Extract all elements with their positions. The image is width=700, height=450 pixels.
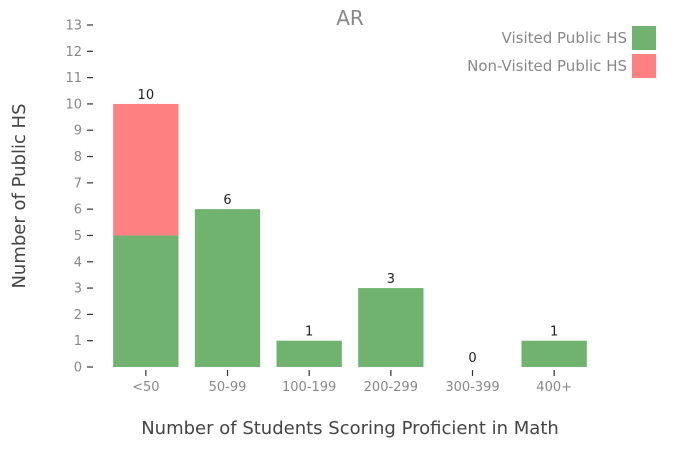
bar-non-visited	[113, 103, 179, 236]
y-tick-label: 11	[65, 71, 82, 86]
y-tick-label: 8	[74, 150, 82, 165]
y-tick-label: 13	[65, 19, 82, 34]
bar-visited	[358, 288, 424, 367]
x-axis: <50 50-99 100-199 200-299 300-399 400+	[132, 370, 572, 395]
y-tick-label: 3	[74, 282, 82, 297]
y-tick-label: 7	[74, 176, 82, 191]
y-tick-label: 10	[65, 97, 82, 112]
bar-visited	[194, 209, 261, 367]
legend-label-non-visited: Non-Visited Public HS	[467, 57, 627, 75]
bar-total-label: 10	[138, 88, 155, 103]
legend: Visited Public HS Non-Visited Public HS	[467, 26, 656, 78]
chart-title: AR	[336, 6, 364, 30]
x-tick-label: 200-299	[364, 380, 418, 395]
legend-swatch-visited	[632, 26, 656, 50]
bar-total-label: 6	[223, 193, 231, 208]
legend-swatch-non-visited	[632, 54, 656, 78]
y-tick-label: 2	[74, 308, 82, 323]
x-tick-label: 300-399	[445, 380, 499, 395]
y-tick-label: 5	[74, 229, 82, 244]
x-axis-title: Number of Students Scoring Proficient in…	[141, 418, 559, 439]
y-tick-label: 9	[74, 124, 82, 139]
x-tick-label: <50	[132, 380, 159, 395]
legend-label-visited: Visited Public HS	[502, 29, 627, 47]
bar-total-label: 3	[387, 272, 395, 287]
bar-total-label: 0	[468, 351, 476, 366]
y-tick-label: 6	[74, 203, 82, 218]
bar-visited	[276, 340, 342, 367]
y-tick-label: 12	[65, 45, 82, 60]
y-tick-label: 4	[74, 255, 82, 270]
y-axis-title: Number of Public HS	[9, 103, 30, 288]
bar-total-label: 1	[550, 325, 558, 340]
bar-visited	[113, 235, 179, 367]
x-tick-label: 50-99	[209, 380, 247, 395]
x-tick-label: 400+	[536, 380, 572, 395]
x-tick-label: 100-199	[282, 380, 336, 395]
y-tick-label: 0	[74, 361, 82, 376]
bars-group: 10 6 1 3 0 1	[113, 88, 587, 367]
bar-visited	[521, 340, 587, 367]
y-tick-label: 1	[74, 334, 82, 349]
bar-total-label: 1	[305, 325, 313, 340]
